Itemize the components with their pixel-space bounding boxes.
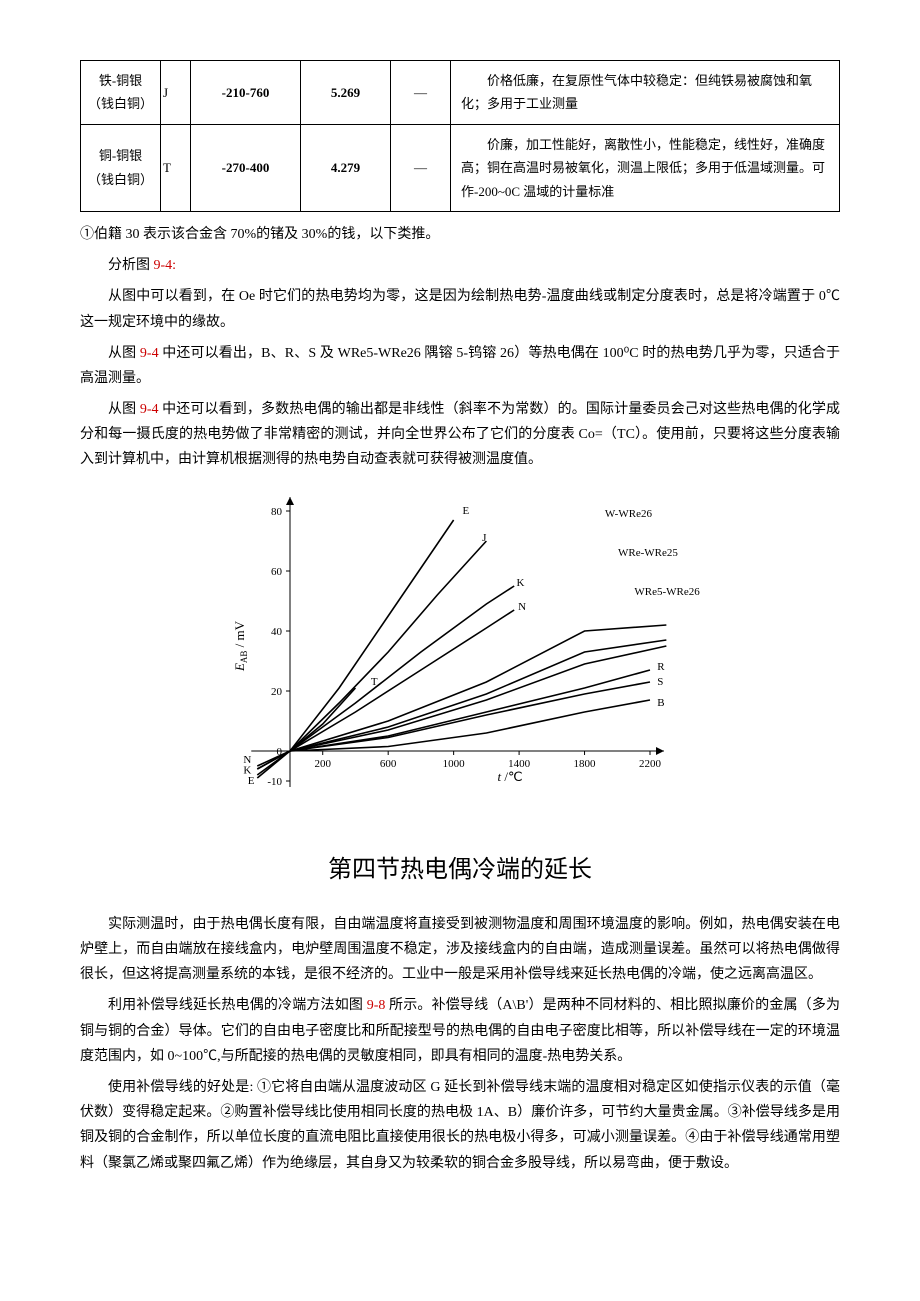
fig-ref-9-4b: 9-4 [140,346,159,361]
material-cell: 铁-铜银（钱白铜） [81,61,161,125]
coeff-cell: 4.279 [301,124,391,211]
svg-text:40: 40 [271,626,283,638]
range-cell: -270-400 [191,124,301,211]
fig-ref-9-4a: 9-4: [154,258,177,273]
svg-text:R: R [657,661,665,673]
para5-a: 利用补偿导线延长热电偶的冷端方法如图 [108,998,367,1013]
coeff-cell: 5.269 [301,61,391,125]
para3-b: 中还可以看到，多数热电偶的输出都是非线性（斜率不为常数）的。国际计量委员会己对这… [80,402,840,467]
code-cell: T [161,124,191,211]
emf-temperature-chart: -100204060802006001000140018002200EAB / … [220,491,700,831]
section-title: 第四节热电偶冷端的延长 [80,849,840,892]
svg-text:1000: 1000 [443,758,466,770]
paragraph-3: 从图 9-4 中还可以看到，多数热电偶的输出都是非线性（斜率不为常数）的。国际计… [80,397,840,473]
table-row: 铜-铜银（钱白铜）T-270-4004.279—价廉，加工性能好，离散性小，性能… [81,124,840,211]
fig-ref-9-4c: 9-4 [140,402,159,417]
grade-cell: — [391,61,451,125]
svg-text:T: T [371,676,378,688]
paragraph-5: 利用补偿导线延长热电偶的冷端方法如图 9-8 所示。补偿导线（A\B'）是两种不… [80,993,840,1069]
table-footnote: ①伯籍 30 表示该合金含 70%的锗及 30%的钱，以下类推。 [80,222,840,247]
svg-text:S: S [657,676,663,688]
paragraph-2: 从图 9-4 中还可以看出，B、R、S 及 WRe5-WRe26 隅镕 5-钨镕… [80,341,840,391]
svg-text:-10: -10 [267,776,282,788]
svg-text:20: 20 [271,686,283,698]
svg-text:J: J [482,532,487,544]
svg-text:E: E [248,775,255,787]
svg-text:2200: 2200 [639,758,662,770]
fig-ref-9-8: 9-8 [367,998,386,1013]
svg-text:B: B [657,697,664,709]
svg-text:1800: 1800 [574,758,597,770]
para2-b: 中还可以看出，B、R、S 及 WRe5-WRe26 隅镕 5-钨镕 26）等热电… [80,346,840,386]
grade-cell: — [391,124,451,211]
thermocouple-table: 铁-铜银（钱白铜）J-210-7605.269—价格低廉，在复原性气体中较稳定：… [80,60,840,212]
analysis-label: 分析图 [108,258,154,273]
svg-text:80: 80 [271,506,283,518]
svg-text:t /℃: t /℃ [497,769,522,784]
svg-text:N: N [518,601,526,613]
paragraph-6: 使用补偿导线的好处是: ①它将自由端从温度波动区 G 延长到补偿导线末端的温度相… [80,1075,840,1176]
svg-text:WRe-WRe25: WRe-WRe25 [618,547,678,559]
svg-text:E: E [463,505,470,517]
svg-text:W-WRe26: W-WRe26 [605,508,653,520]
svg-text:200: 200 [314,758,331,770]
svg-text:K: K [517,577,525,589]
desc-cell: 价格低廉，在复原性气体中较稳定：但纯铁易被腐蚀和氧化；多用于工业测量 [451,61,840,125]
paragraph-4: 实际测温时，由于热电偶长度有限，自由端温度将直接受到被测物温度和周围环境温度的影… [80,912,840,988]
desc-cell: 价廉，加工性能好，离散性小，性能稳定，线性好，准确度高；铜在高温时易被氧化，测温… [451,124,840,211]
table-row: 铁-铜银（钱白铜）J-210-7605.269—价格低廉，在复原性气体中较稳定：… [81,61,840,125]
para3-a: 从图 [108,402,140,417]
svg-text:EAB / mV: EAB / mV [232,620,249,672]
svg-text:60: 60 [271,566,283,578]
para2-a: 从图 [108,346,140,361]
paragraph-1: 从图中可以看到，在 Oe 时它们的热电势均为零，这是因为绘制热电势-温度曲线或制… [80,284,840,334]
code-cell: J [161,61,191,125]
chart-container: -100204060802006001000140018002200EAB / … [80,491,840,831]
analysis-heading: 分析图 9-4: [80,253,840,278]
svg-text:WRe5-WRe26: WRe5-WRe26 [634,586,700,598]
material-cell: 铜-铜银（钱白铜） [81,124,161,211]
svg-text:600: 600 [380,758,397,770]
range-cell: -210-760 [191,61,301,125]
